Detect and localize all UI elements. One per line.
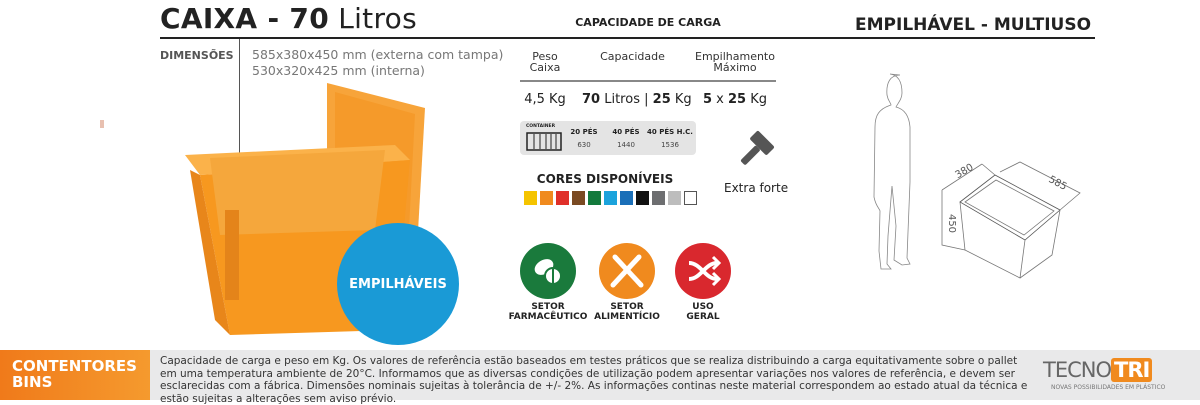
sector-label: SETOR FARMACÊUTICO: [508, 302, 588, 322]
color-swatch: [604, 191, 617, 205]
container-col-value: 1440: [617, 141, 635, 149]
category-label: CONTENTORES BINS: [0, 350, 150, 400]
sector-label: USO GERAL: [686, 302, 720, 322]
external-dimensions: 585x380x450 mm (externa com tampa): [252, 47, 504, 62]
color-swatch: [572, 191, 585, 205]
hammer-icon: [740, 131, 774, 165]
divider: [160, 37, 1095, 39]
stacking-value: 5 x 25 Kg: [702, 92, 768, 107]
color-swatches: [524, 191, 697, 205]
container-col-value: 1536: [661, 141, 679, 149]
container-capacity: CONTAINER 20 PÉS 630 40 PÉS 1440 40 PÉS …: [520, 121, 696, 155]
color-swatch: [684, 191, 697, 205]
sector-label: SETOR ALIMENTÍCIO: [594, 302, 660, 322]
shuffle-icon: [675, 243, 731, 299]
divider: [239, 39, 240, 199]
internal-dimensions: 530x320x425 mm (interna): [252, 63, 425, 78]
color-swatch: [556, 191, 569, 205]
header-weight: Peso Caixa: [529, 50, 561, 74]
capacity-value: 70 Litros | 25 Kg: [582, 92, 692, 107]
container-col-value: 630: [577, 141, 591, 149]
header-stacking: Empilhamento Máximo: [695, 50, 775, 74]
pills-icon: [520, 243, 576, 299]
colors-title: CORES DISPONÍVEIS: [536, 172, 674, 186]
knife-fork-icon: [599, 243, 655, 299]
height-dimension: 450: [946, 213, 958, 234]
color-swatch: [524, 191, 537, 205]
container-label: CONTAINER: [526, 124, 556, 129]
color-swatch: [588, 191, 601, 205]
weight-value: 4,5 Kg: [524, 92, 566, 107]
footer-bar: [0, 350, 1200, 400]
header-capacity: Capacidade: [600, 50, 665, 63]
capacity-title: CAPACIDADE DE CARGA: [575, 16, 721, 29]
strength-label: Extra forte: [724, 181, 789, 195]
container-col-name: 20 PÉS: [570, 128, 598, 136]
color-swatch: [652, 191, 665, 205]
color-swatch: [540, 191, 553, 205]
stackable-badge: EMPILHÁVEIS: [337, 223, 459, 345]
tagline: EMPILHÁVEL - MULTIUSO: [855, 15, 1092, 35]
disclaimer-text: Capacidade de carga e peso em Kg. Os val…: [160, 355, 1028, 405]
page-title: CAIXA - 70 Litros: [160, 2, 417, 35]
container-col-name: 40 PÉS H.C.: [647, 128, 693, 136]
tecnotri-logo: TECNO TRI NOVAS POSSIBILIDADES EM PLÁSTIC…: [1043, 358, 1166, 391]
color-swatch: [668, 191, 681, 205]
dimension-drawing: [873, 73, 1081, 279]
container-col-name: 40 PÉS: [612, 128, 640, 136]
color-swatch: [636, 191, 649, 205]
table-divider: [520, 80, 776, 82]
color-swatch: [620, 191, 633, 205]
container-icon: [526, 132, 562, 151]
dimensions-label: DIMENSÕES: [160, 49, 234, 62]
